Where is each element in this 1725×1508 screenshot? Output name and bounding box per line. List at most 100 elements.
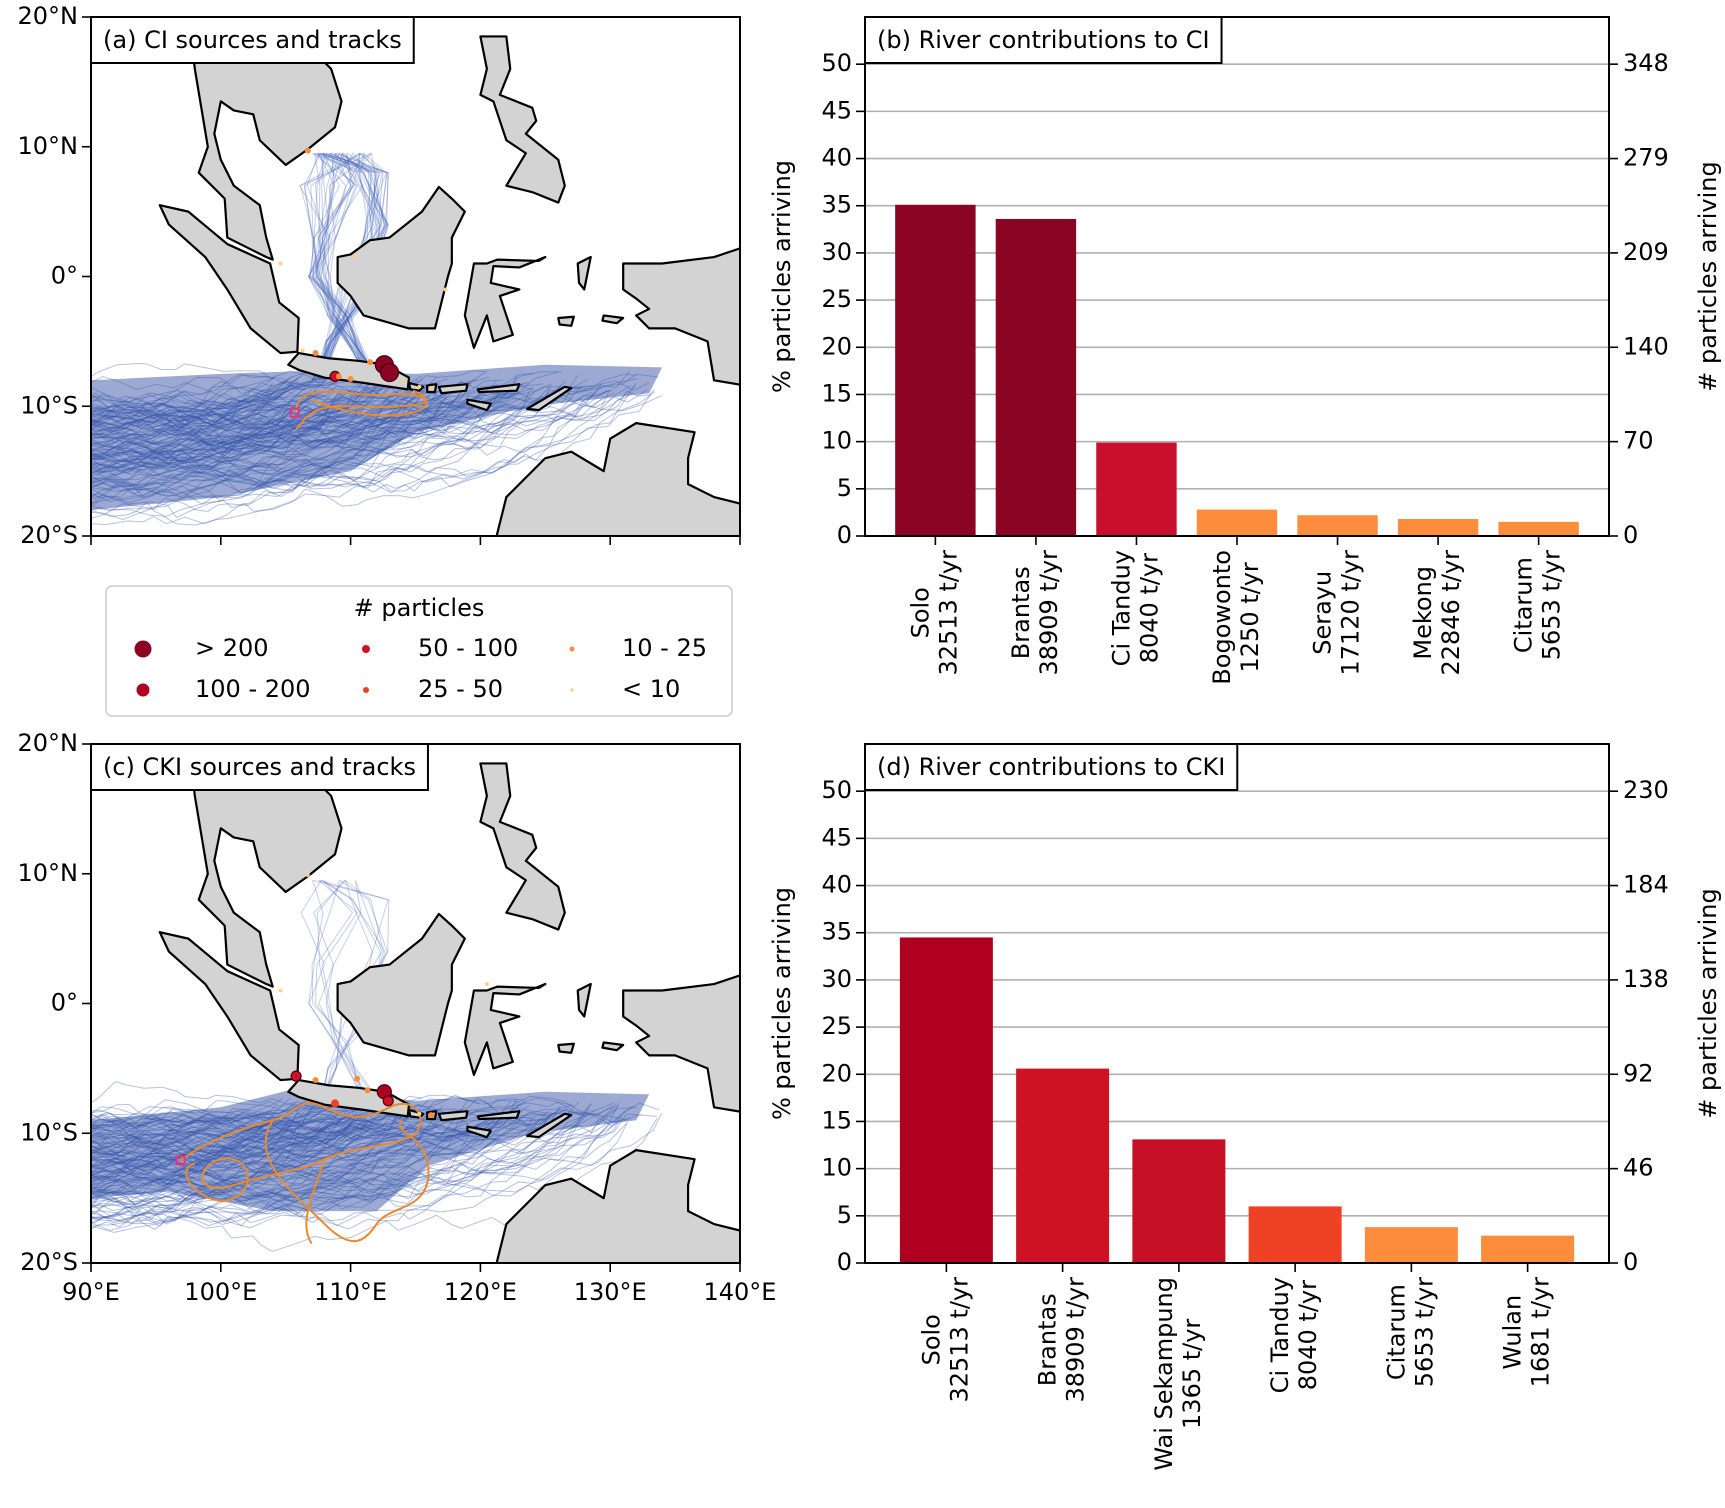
panel-title: (b) River contributions to CI: [877, 26, 1210, 54]
legend-marker: [570, 688, 574, 692]
y-tick-label: 45: [821, 823, 852, 851]
source-marker: [417, 1111, 422, 1116]
y-tick-label: 20°N: [18, 729, 79, 757]
bar: [1096, 442, 1177, 536]
y2-tick-label: 138: [1623, 965, 1669, 993]
y-tick-label: 20°S: [20, 1248, 78, 1276]
x-tick-label: 17120 t/yr: [1337, 550, 1365, 676]
source-marker: [382, 1095, 394, 1107]
source-marker: [403, 1106, 408, 1111]
source-marker: [335, 373, 342, 380]
source-marker: [379, 362, 400, 383]
title-box: [864, 16, 1223, 64]
legend-title: # particles: [354, 594, 485, 622]
source-marker: [347, 376, 354, 383]
y2-axis-label: # particles arriving: [1694, 888, 1722, 1118]
y-tick-label: 30: [821, 965, 852, 993]
y-tick-label: 10°S: [20, 1118, 78, 1146]
source-marker: [304, 147, 311, 154]
panel-title: (d) River contributions to CKI: [877, 753, 1225, 781]
x-tick-label: 8040 t/yr: [1294, 1280, 1322, 1390]
y-axis-label: % particles arriving: [768, 887, 796, 1120]
legend: # particles > 200 100 - 200 50 - 100 25 - 5…: [105, 585, 733, 717]
y2-tick-label: 348: [1623, 49, 1669, 77]
y-axis-label: % particles arriving: [768, 160, 796, 393]
y-tick-label: 20°N: [18, 2, 79, 30]
y-tick-label: 15: [821, 1106, 852, 1134]
y-tick-label: 40: [821, 871, 852, 899]
source-marker: [312, 350, 319, 357]
legend-marker: [362, 645, 370, 653]
title-box: [90, 743, 429, 791]
x-tick-label: Bogowonto: [1208, 550, 1236, 685]
x-tick-label: 8040 t/yr: [1135, 553, 1163, 663]
y-tick-label: 10: [821, 427, 852, 455]
bar: [1016, 1068, 1110, 1263]
target-marker: [175, 1155, 186, 1166]
source-marker: [290, 1070, 302, 1082]
x-tick-label: 1365 t/yr: [1178, 1319, 1206, 1429]
x-tick-label: 1681 t/yr: [1527, 1277, 1555, 1387]
bar: [1481, 1235, 1575, 1263]
legend-label: 50 - 100: [418, 634, 518, 662]
x-tick-label: Brantas: [1007, 566, 1035, 659]
y2-tick-label: 46: [1623, 1154, 1654, 1182]
x-tick-label: 1250 t/yr: [1236, 562, 1264, 672]
legend-label: 100 - 200: [195, 675, 311, 703]
y2-tick-label: 209: [1623, 238, 1669, 266]
bar: [1132, 1139, 1226, 1263]
source-marker: [331, 1099, 340, 1108]
map-area: [91, 17, 740, 536]
y2-axis-label: # particles arriving: [1694, 161, 1722, 391]
legend-label: > 200: [195, 634, 269, 662]
legend-label: 10 - 25: [622, 634, 707, 662]
y-tick-label: 50: [821, 776, 852, 804]
y-tick-label: 25: [821, 1012, 852, 1040]
x-tick-label: 32513 t/yr: [934, 550, 962, 676]
x-tick-label: 140°E: [704, 1278, 777, 1306]
y-tick-label: 5: [837, 1201, 852, 1229]
panel-title: (c) CKI sources and tracks: [103, 753, 416, 781]
x-tick-label: 130°E: [574, 1278, 647, 1306]
legend-label: 25 - 50: [418, 675, 503, 703]
y-tick-label: 30: [821, 238, 852, 266]
bar: [1397, 519, 1479, 536]
bar: [1196, 509, 1278, 536]
y-tick-label: 0°: [51, 989, 78, 1017]
legend-label: < 10: [622, 675, 680, 703]
y-tick-label: 15: [821, 379, 852, 407]
source-marker: [484, 982, 489, 987]
y2-tick-label: 230: [1623, 776, 1669, 804]
y-tick-label: 50: [821, 49, 852, 77]
bar: [1248, 1206, 1342, 1263]
legend-marker: [136, 683, 150, 697]
legend-marker: [569, 646, 575, 652]
source-marker: [403, 379, 408, 384]
source-marker: [312, 1077, 319, 1084]
source-marker: [300, 348, 305, 353]
x-tick-label: Ci Tanduy: [1107, 550, 1135, 666]
x-tick-label: 38909 t/yr: [1062, 1277, 1090, 1403]
x-tick-label: Solo: [917, 1314, 945, 1365]
y-tick-label: 0: [837, 521, 852, 549]
x-tick-label: 100°E: [184, 1278, 257, 1306]
bar: [1364, 1227, 1458, 1263]
y2-tick-label: 140: [1623, 332, 1669, 360]
x-tick-label: Wulan: [1499, 1295, 1527, 1370]
source-marker: [443, 287, 448, 292]
y-tick-label: 25: [821, 285, 852, 313]
source-marker: [278, 261, 283, 266]
y-tick-label: 10°N: [18, 132, 79, 160]
y-tick-label: 10°S: [20, 391, 78, 419]
panel-title: (a) CI sources and tracks: [103, 26, 402, 54]
map-area: [91, 744, 740, 1263]
legend-marker: [134, 640, 152, 658]
x-tick-label: Brantas: [1034, 1293, 1062, 1386]
y-tick-label: 5: [837, 474, 852, 502]
source-marker: [305, 873, 310, 878]
y2-tick-label: 92: [1623, 1059, 1654, 1087]
x-tick-label: 5653 t/yr: [1410, 1277, 1438, 1387]
plot-frame: [864, 16, 1610, 537]
